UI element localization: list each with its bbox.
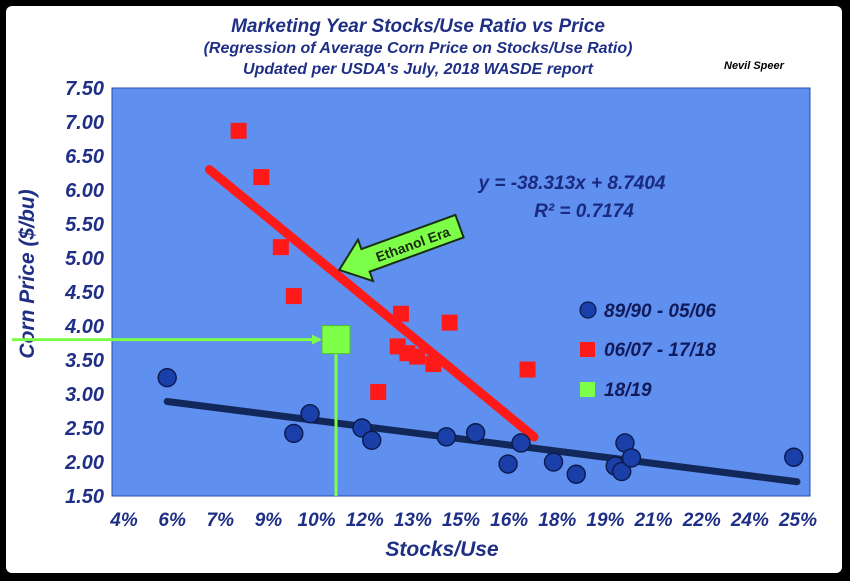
data-point-green [321, 325, 351, 355]
trend-lines [163, 165, 801, 486]
data-point-blue [621, 448, 642, 468]
chart-subtitle-2: Updated per USDA's July, 2018 WASDE repo… [243, 61, 594, 78]
y-tick-label: 6.50 [65, 146, 104, 168]
data-point-red [370, 383, 387, 400]
data-point-blue [157, 367, 177, 388]
chart: Marketing Year Stocks/Use Ratio vs Price… [12, 16, 817, 561]
data-point-red [392, 305, 409, 322]
x-tick-label: 4% [109, 510, 138, 531]
legend-marker-red [580, 342, 595, 357]
data-point-red [230, 122, 247, 139]
x-tick-label: 22% [682, 510, 721, 531]
y-axis-label: Corn Price ($/bu) [16, 189, 39, 358]
y-tick-label: 4.00 [64, 316, 104, 338]
x-tick-label: 9% [255, 510, 283, 531]
y-tick-label: 7.00 [65, 112, 104, 134]
x-tick-label: 19% [586, 510, 624, 531]
x-tick-label: 13% [394, 510, 432, 531]
y-tick-label: 3.00 [65, 384, 104, 406]
data-point-blue [784, 447, 804, 467]
x-tick-label: 7% [207, 510, 235, 531]
x-tick-label: 15% [442, 510, 480, 531]
data-point-blue [612, 461, 632, 482]
data-point-blue [566, 464, 586, 484]
y-tick-label: 1.50 [65, 486, 104, 508]
legend-marker-blue [579, 301, 597, 319]
x-axis-ticks: 4% 6% 7% 9% 10% 12% 13% 15% 16% 18% 19% 21% 22% 24% 25… [109, 510, 817, 531]
reference-lines [12, 334, 338, 496]
x-tick-label: 16% [490, 510, 528, 531]
x-tick-label: 21% [634, 510, 673, 531]
data-point-blue [511, 433, 531, 453]
legend: 89/90 - 05/06 06/07 - 17/18 18/19 [579, 301, 716, 401]
data-point-red [272, 239, 289, 256]
data-point-blue [498, 454, 518, 474]
legend-label-red: 06/07 - 17/18 [604, 340, 716, 361]
data-point-blue [284, 423, 304, 444]
data-point-blue [362, 430, 382, 450]
annotation-arrow-shape [337, 213, 465, 283]
data-points [157, 122, 804, 484]
data-point-blue [465, 423, 486, 443]
plot-area [111, 87, 811, 497]
data-point-red [519, 361, 536, 378]
x-tick-label: 18% [538, 510, 576, 531]
chart-frame: Marketing Year Stocks/Use Ratio vs Price… [6, 6, 842, 573]
data-point-red [285, 288, 302, 305]
data-point-red [409, 348, 426, 365]
trend-line-red [204, 165, 539, 442]
y-tick-label: 3.50 [65, 350, 104, 372]
y-tick-label: 6.00 [65, 180, 104, 202]
regression-r-squared: R² = 0.7174 [534, 201, 634, 222]
data-point-red [253, 169, 270, 186]
y-tick-label: 2.50 [64, 418, 104, 440]
regression-equation: y = -38.313x + 8.7404 [478, 173, 666, 194]
legend-label-blue: 89/90 - 05/06 [604, 301, 716, 322]
chart-subtitle: (Regression of Average Corn Price on Sto… [204, 40, 633, 57]
data-point-red [441, 314, 458, 331]
y-tick-label: 7.50 [65, 78, 104, 100]
trend-line-blue [163, 397, 801, 486]
x-tick-label: 10% [298, 510, 336, 531]
data-point-blue [300, 404, 320, 424]
legend-label-green: 18/19 [604, 380, 652, 401]
chart-title: Marketing Year Stocks/Use Ratio vs Price [231, 16, 605, 37]
y-tick-label: 4.50 [64, 282, 104, 304]
x-tick-label: 6% [158, 510, 186, 531]
x-tick-label: 12% [346, 510, 384, 531]
legend-marker-green [580, 382, 595, 397]
data-point-blue [436, 427, 457, 447]
y-tick-label: 5.50 [65, 214, 104, 236]
y-tick-label: 5.00 [65, 248, 104, 270]
x-axis-label: Stocks/Use [385, 538, 499, 561]
y-axis-ticks: 7.50 7.00 6.50 6.00 5.50 5.00 4.50 4.00 3.50 3.00… [64, 78, 104, 508]
data-point-red [425, 356, 442, 373]
author-label: Nevil Speer [724, 60, 785, 72]
y-tick-label: 2.00 [64, 452, 104, 474]
data-point-blue [543, 452, 564, 472]
x-tick-label: 25% [778, 510, 817, 531]
x-tick-label: 24% [730, 510, 769, 531]
